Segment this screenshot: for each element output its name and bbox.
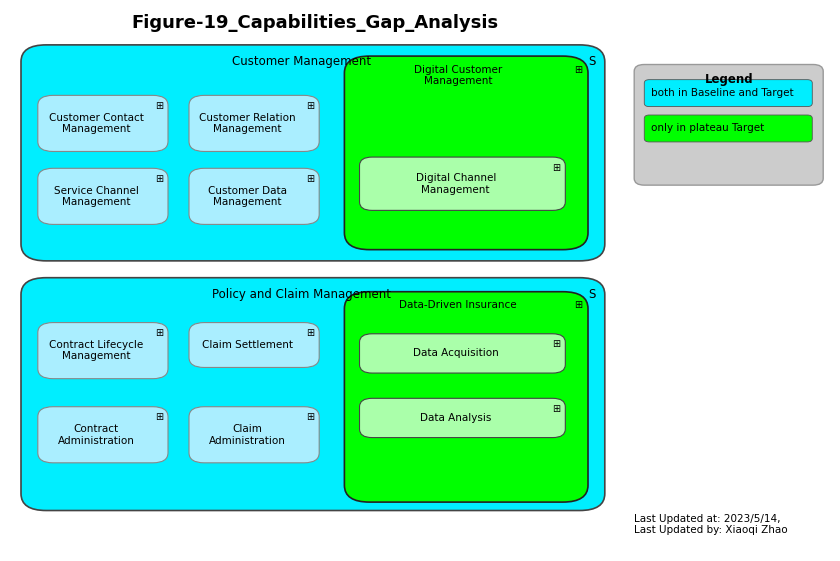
Text: ⊞: ⊞	[552, 404, 560, 414]
FancyBboxPatch shape	[360, 334, 565, 373]
Text: ⊞: ⊞	[306, 412, 314, 422]
FancyBboxPatch shape	[360, 157, 565, 210]
Text: Customer Management: Customer Management	[232, 55, 370, 68]
Text: ⊞: ⊞	[155, 174, 163, 184]
Text: Contract
Administration: Contract Administration	[58, 424, 134, 445]
Text: Data-Driven Insurance: Data-Driven Insurance	[399, 300, 517, 310]
FancyBboxPatch shape	[644, 115, 812, 142]
Text: Data Acquisition: Data Acquisition	[412, 348, 499, 358]
Text: Claim
Administration: Claim Administration	[209, 424, 286, 445]
Text: ⊞: ⊞	[574, 65, 582, 75]
Text: Digital Channel
Management: Digital Channel Management	[416, 173, 496, 195]
FancyBboxPatch shape	[344, 56, 588, 250]
FancyBboxPatch shape	[21, 45, 605, 261]
Text: ⊞: ⊞	[306, 101, 314, 111]
FancyBboxPatch shape	[189, 407, 319, 463]
Text: Customer Data
Management: Customer Data Management	[207, 186, 287, 207]
FancyBboxPatch shape	[21, 278, 605, 511]
Text: ⊞: ⊞	[574, 300, 582, 310]
Text: Last Updated at: 2023/5/14,
Last Updated by: Xiaoqi Zhao: Last Updated at: 2023/5/14, Last Updated…	[634, 514, 788, 535]
Text: ⊞: ⊞	[306, 174, 314, 184]
Text: Legend: Legend	[705, 73, 753, 86]
FancyBboxPatch shape	[634, 65, 823, 185]
FancyBboxPatch shape	[189, 323, 319, 367]
FancyBboxPatch shape	[189, 95, 319, 151]
Text: only in plateau Target: only in plateau Target	[651, 123, 764, 134]
Text: ⊞: ⊞	[306, 328, 314, 338]
FancyBboxPatch shape	[38, 168, 168, 224]
Text: ⊞: ⊞	[155, 101, 163, 111]
Text: Data Analysis: Data Analysis	[420, 413, 491, 423]
Text: Customer Relation
Management: Customer Relation Management	[199, 113, 296, 134]
Text: S: S	[589, 55, 596, 68]
FancyBboxPatch shape	[38, 95, 168, 151]
Text: Claim Settlement: Claim Settlement	[202, 340, 293, 350]
FancyBboxPatch shape	[38, 407, 168, 463]
Text: both in Baseline and Target: both in Baseline and Target	[651, 88, 794, 98]
FancyBboxPatch shape	[360, 398, 565, 438]
Text: Contract Lifecycle
Management: Contract Lifecycle Management	[49, 340, 144, 361]
Text: S: S	[589, 288, 596, 301]
Text: ⊞: ⊞	[552, 163, 560, 173]
FancyBboxPatch shape	[189, 168, 319, 224]
Text: Customer Contact
Management: Customer Contact Management	[49, 113, 144, 134]
Text: Figure-19_Capabilities_Gap_Analysis: Figure-19_Capabilities_Gap_Analysis	[131, 14, 499, 32]
Text: ⊞: ⊞	[155, 328, 163, 338]
Text: Service Channel
Management: Service Channel Management	[54, 186, 139, 207]
FancyBboxPatch shape	[38, 323, 168, 379]
Text: ⊞: ⊞	[552, 339, 560, 350]
Text: Policy and Claim Management: Policy and Claim Management	[212, 288, 391, 301]
FancyBboxPatch shape	[344, 292, 588, 502]
FancyBboxPatch shape	[644, 80, 812, 107]
Text: ⊞: ⊞	[155, 412, 163, 422]
Text: Digital Customer
Management: Digital Customer Management	[413, 65, 502, 86]
